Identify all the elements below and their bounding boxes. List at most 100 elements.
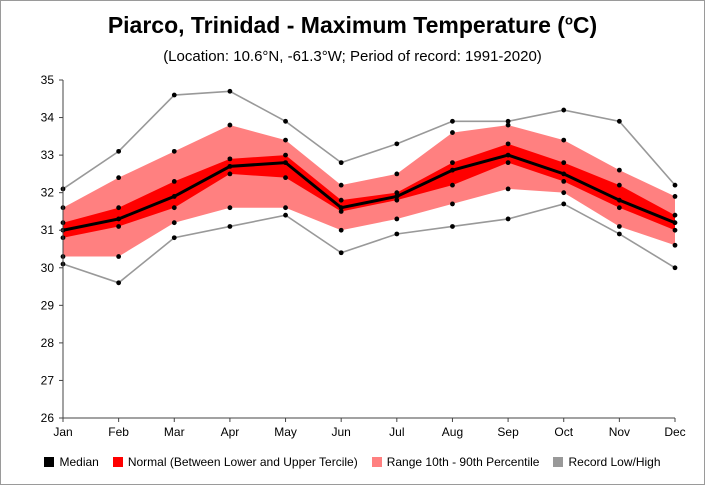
- upper-tercile-point: [561, 160, 567, 166]
- median-point: [116, 216, 122, 222]
- y-tick-label: 27: [41, 373, 55, 387]
- median-point: [338, 205, 344, 211]
- y-tick-label: 29: [41, 298, 55, 312]
- x-tick-label: Jul: [389, 425, 404, 439]
- y-tick-label: 33: [41, 148, 55, 162]
- p90-point: [171, 148, 177, 154]
- median-point: [283, 160, 288, 166]
- p10-point: [616, 224, 622, 229]
- legend-swatch-range: [371, 457, 382, 467]
- normal-tercile-band: [63, 143, 675, 238]
- lower-tercile-point: [394, 197, 400, 203]
- y-tick-label: 28: [41, 336, 55, 350]
- x-tick-label: Jun: [332, 425, 351, 439]
- p90-point: [227, 122, 233, 128]
- median-point: [394, 194, 400, 199]
- x-tick-label: Apr: [221, 425, 240, 439]
- legend-swatch-normal: [112, 457, 123, 467]
- record-low-line: [62, 203, 676, 284]
- y-tick-label: 34: [41, 111, 55, 125]
- upper-tercile-point: [450, 160, 455, 166]
- upper-tercile-point: [672, 212, 678, 218]
- p10-point: [561, 190, 567, 196]
- x-tick-label: Feb: [108, 425, 129, 439]
- legend-label-median: Median: [59, 455, 99, 469]
- chart-legend: Median Normal (Between Lower and Upper T…: [0, 455, 705, 469]
- record-high-point: [283, 118, 288, 124]
- upper-tercile-point: [394, 190, 400, 196]
- y-tick-label: 26: [41, 411, 55, 425]
- lower-tercile-point: [338, 209, 344, 214]
- record-low-point: [116, 280, 122, 286]
- lower-tercile-point: [227, 171, 233, 177]
- record-high-point: [672, 182, 678, 188]
- p10-point: [505, 186, 511, 192]
- p90-point: [672, 194, 678, 199]
- upper-tercile-point: [227, 156, 233, 162]
- upper-tercile-point: [338, 197, 344, 203]
- record-low-point: [171, 235, 177, 241]
- p90-point: [450, 130, 455, 135]
- lower-tercile-point: [561, 179, 567, 184]
- p10-point: [227, 205, 233, 211]
- upper-tercile-point: [283, 152, 288, 158]
- x-tick-label: Jan: [53, 425, 72, 439]
- record-low-point: [450, 224, 455, 229]
- record-high-point: [450, 118, 455, 124]
- p10-point: [171, 220, 177, 226]
- lower-tercile-point: [171, 205, 177, 211]
- legend-item-record: Record Low/High: [553, 455, 661, 469]
- record-high-point: [338, 160, 344, 166]
- median-point: [450, 167, 455, 173]
- title-superscript: o: [564, 12, 573, 28]
- legend-swatch-record: [553, 457, 564, 467]
- upper-tercile-point: [171, 179, 177, 184]
- upper-tercile-point: [616, 182, 622, 188]
- median-point: [171, 194, 177, 199]
- lower-tercile-point: [616, 205, 622, 211]
- lower-tercile-point: [283, 175, 288, 181]
- y-tick-label: 31: [41, 223, 55, 237]
- record-high-point: [505, 118, 511, 124]
- record-high-point: [116, 148, 122, 154]
- legend-item-median: Median: [44, 455, 99, 469]
- record-high-point: [227, 88, 233, 94]
- record-low-point: [227, 224, 233, 229]
- x-tick-label: May: [274, 425, 297, 439]
- record-low-point: [283, 212, 288, 218]
- p90-point: [561, 137, 567, 143]
- record-low-point: [394, 231, 400, 237]
- p90-point: [616, 167, 622, 173]
- y-tick-label: 32: [41, 186, 55, 200]
- chart-title: Piarco, Trinidad - Maximum Temperature (…: [107, 12, 598, 38]
- p10-point: [450, 201, 455, 207]
- upper-tercile-point: [116, 205, 122, 211]
- p10-point: [672, 242, 678, 248]
- x-tick-label: Aug: [442, 425, 463, 439]
- p10-point: [116, 254, 122, 259]
- legend-label-normal: Normal (Between Lower and Upper Tercile): [127, 455, 358, 469]
- p10-point: [338, 227, 344, 233]
- median-point: [616, 197, 622, 203]
- p90-point: [394, 171, 400, 177]
- median-line: [62, 153, 676, 232]
- chart-subtitle: (Location: 10.6°N, -61.3°W; Period of re…: [163, 48, 542, 65]
- median-point: [672, 220, 678, 226]
- legend-item-range: Range 10th - 90th Percentile: [371, 455, 539, 469]
- legend-item-normal: Normal (Between Lower and Upper Tercile): [112, 455, 358, 469]
- record-low-point: [616, 231, 622, 237]
- p90-point: [338, 182, 344, 188]
- x-tick-label: Nov: [609, 425, 630, 439]
- lower-tercile-point: [450, 182, 455, 188]
- lower-tercile-point: [116, 224, 122, 229]
- legend-swatch-median: [44, 457, 55, 467]
- median-point: [505, 152, 511, 158]
- lower-tercile-point: [672, 227, 678, 233]
- x-tick-label: Sep: [497, 425, 519, 439]
- x-tick-label: Dec: [664, 425, 685, 439]
- y-tick-label: 30: [41, 261, 55, 275]
- y-tick-label: 35: [41, 73, 55, 87]
- p10-point: [283, 205, 288, 211]
- record-low-point: [672, 265, 678, 271]
